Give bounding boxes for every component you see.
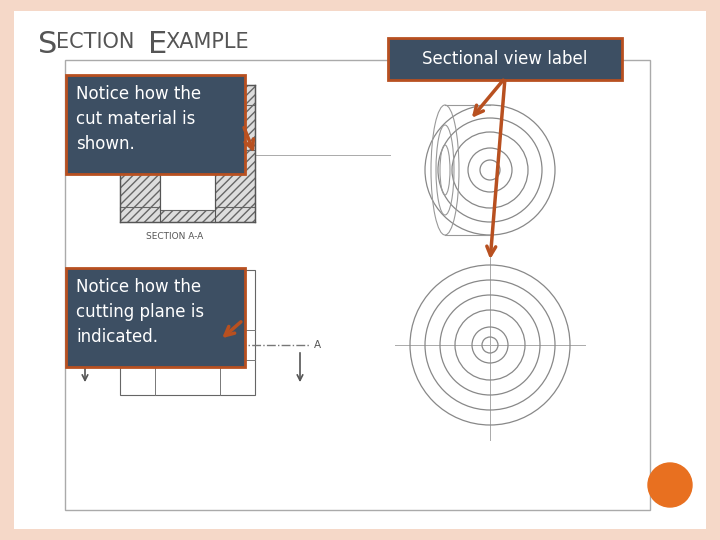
FancyBboxPatch shape — [388, 38, 622, 80]
Bar — [215, 150, 255, 210]
Text: A: A — [314, 340, 321, 350]
Text: ECTION: ECTION — [56, 32, 135, 52]
Circle shape — [648, 463, 692, 507]
Bar — [120, 85, 255, 105]
Text: Sectional view label: Sectional view label — [423, 50, 588, 68]
FancyBboxPatch shape — [66, 75, 245, 174]
Text: S: S — [38, 30, 58, 59]
Text: XAMPLE: XAMPLE — [165, 32, 248, 52]
Text: Notice how the
cut material is
shown.: Notice how the cut material is shown. — [76, 85, 201, 153]
Bar — [120, 95, 160, 150]
Bar — [205, 95, 255, 150]
Text: Notice how the
cutting plane is
indicated.: Notice how the cutting plane is indicate… — [76, 278, 204, 346]
Bar — [120, 270, 255, 395]
Text: E: E — [148, 30, 167, 59]
Text: SECTION A-A: SECTION A-A — [146, 232, 204, 241]
Bar — [160, 150, 215, 210]
Bar — [120, 207, 255, 222]
FancyBboxPatch shape — [66, 268, 245, 367]
Bar — [120, 150, 160, 210]
Bar — [160, 105, 205, 150]
Bar — [65, 60, 650, 510]
